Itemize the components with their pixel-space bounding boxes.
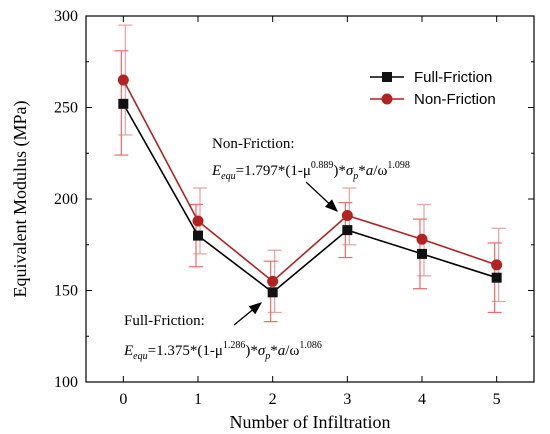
full-friction-point-0 (118, 98, 129, 109)
y-tick-label-250: 250 (54, 100, 78, 117)
non-friction-point-0 (117, 74, 129, 86)
non-friction-line (122, 79, 497, 283)
full-friction-point-3 (342, 225, 353, 236)
legend-marker-non-friction (381, 93, 393, 105)
legend: Full-Friction Non-Friction (370, 69, 496, 108)
x-tick-label-2: 2 (269, 391, 277, 408)
full-friction-line (122, 103, 497, 294)
x-axis-title: Number of Infiltration (230, 412, 391, 432)
full-friction-point-4 (417, 248, 427, 259)
x-tick-label-4: 4 (418, 391, 426, 408)
series-layer (114, 24, 506, 323)
non-friction-point-2 (267, 275, 279, 287)
y-tick-label-200: 200 (54, 191, 78, 208)
legend-label-full-friction: Full-Friction (414, 69, 492, 86)
annotation-non-friction-title: Non-Friction: (212, 136, 295, 152)
y-tick-label-100: 100 (54, 374, 78, 391)
legend-label-non-friction: Non-Friction (414, 91, 496, 108)
annotation-full-friction: Full-Friction: Eequ=1.375*(1-μ1.286)*σp*… (123, 302, 322, 362)
x-tick-label-3: 3 (343, 391, 351, 408)
non-friction-point-5 (491, 259, 503, 271)
x-tick-label-5: 5 (493, 391, 501, 408)
legend-marker-full-friction (382, 72, 392, 82)
x-tick-label-0: 0 (119, 391, 127, 408)
annotation-full-friction-equation: Eequ=1.375*(1-μ1.286)*σp*a/ω1.086 (123, 340, 322, 362)
non-friction-point-3 (341, 209, 353, 221)
annotation-full-friction-arrow (233, 302, 263, 326)
ticks-layer: 0 1 2 3 4 5 100 150 200 250 300 (54, 8, 534, 408)
annotation-non-friction-arrow (305, 181, 338, 212)
non-friction-point-1 (192, 215, 204, 227)
y-tick-label-300: 300 (54, 8, 78, 25)
y-axis-title: Equivalent Modulus (MPa) (10, 101, 31, 298)
x-tick-label-1: 1 (194, 391, 202, 408)
annotation-non-friction-equation: Eequ=1.797*(1-μ0.889)*σp*a/ω1.098 (211, 160, 410, 182)
full-friction-point-1 (193, 230, 203, 241)
full-friction-point-2 (267, 287, 278, 298)
annotation-non-friction: Non-Friction: Eequ=1.797*(1-μ0.889)*σp*a… (211, 136, 410, 212)
full-friction-point-5 (491, 272, 502, 283)
non-friction-point-4 (416, 233, 428, 245)
annotation-full-friction-title: Full-Friction: (124, 313, 205, 329)
y-tick-label-150: 150 (54, 283, 78, 300)
